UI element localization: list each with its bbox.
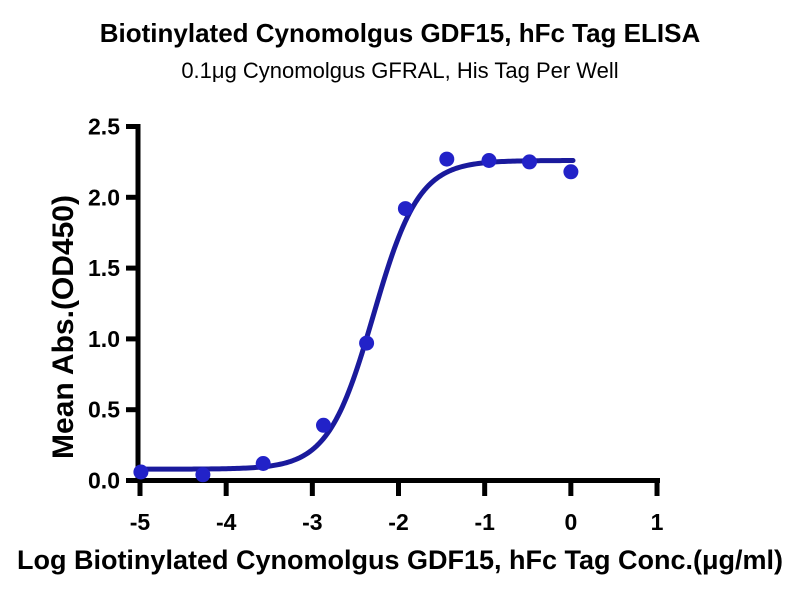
fit-curve — [137, 158, 576, 472]
y-tick-label: 0.5 — [88, 397, 120, 423]
x-tick-label: -1 — [474, 509, 495, 535]
x-tick-label: 1 — [651, 509, 664, 535]
x-tick-label: -2 — [388, 509, 408, 535]
x-tick-label: 0 — [564, 509, 577, 535]
x-tick-label: -5 — [130, 509, 151, 535]
data-point — [133, 464, 149, 480]
x-tick-label: -4 — [216, 509, 237, 535]
y-tick-label: 1.0 — [88, 326, 120, 352]
data-point — [397, 201, 413, 217]
data-point — [255, 456, 271, 471]
x-tick-label: -3 — [302, 509, 322, 535]
data-point — [316, 417, 331, 433]
data-point — [195, 467, 211, 483]
y-tick-label: 0.0 — [88, 468, 120, 494]
data-point — [439, 151, 455, 167]
chart-subtitle: 0.1μg Cynomolgus GFRAL, His Tag Per Well — [181, 58, 619, 83]
y-tick-label: 2.0 — [88, 184, 120, 210]
data-point — [481, 153, 497, 168]
data-point — [522, 154, 537, 170]
data-point — [563, 164, 579, 180]
data-point — [359, 335, 375, 351]
x-axis-label: Log Biotinylated Cynomolgus GDF15, hFc T… — [16, 545, 784, 575]
y-tick-label: 1.5 — [88, 255, 120, 281]
y-tick-label: 2.5 — [88, 114, 120, 140]
chart-title: Biotinylated Cynomolgus GDF15, hFc Tag E… — [99, 18, 701, 48]
